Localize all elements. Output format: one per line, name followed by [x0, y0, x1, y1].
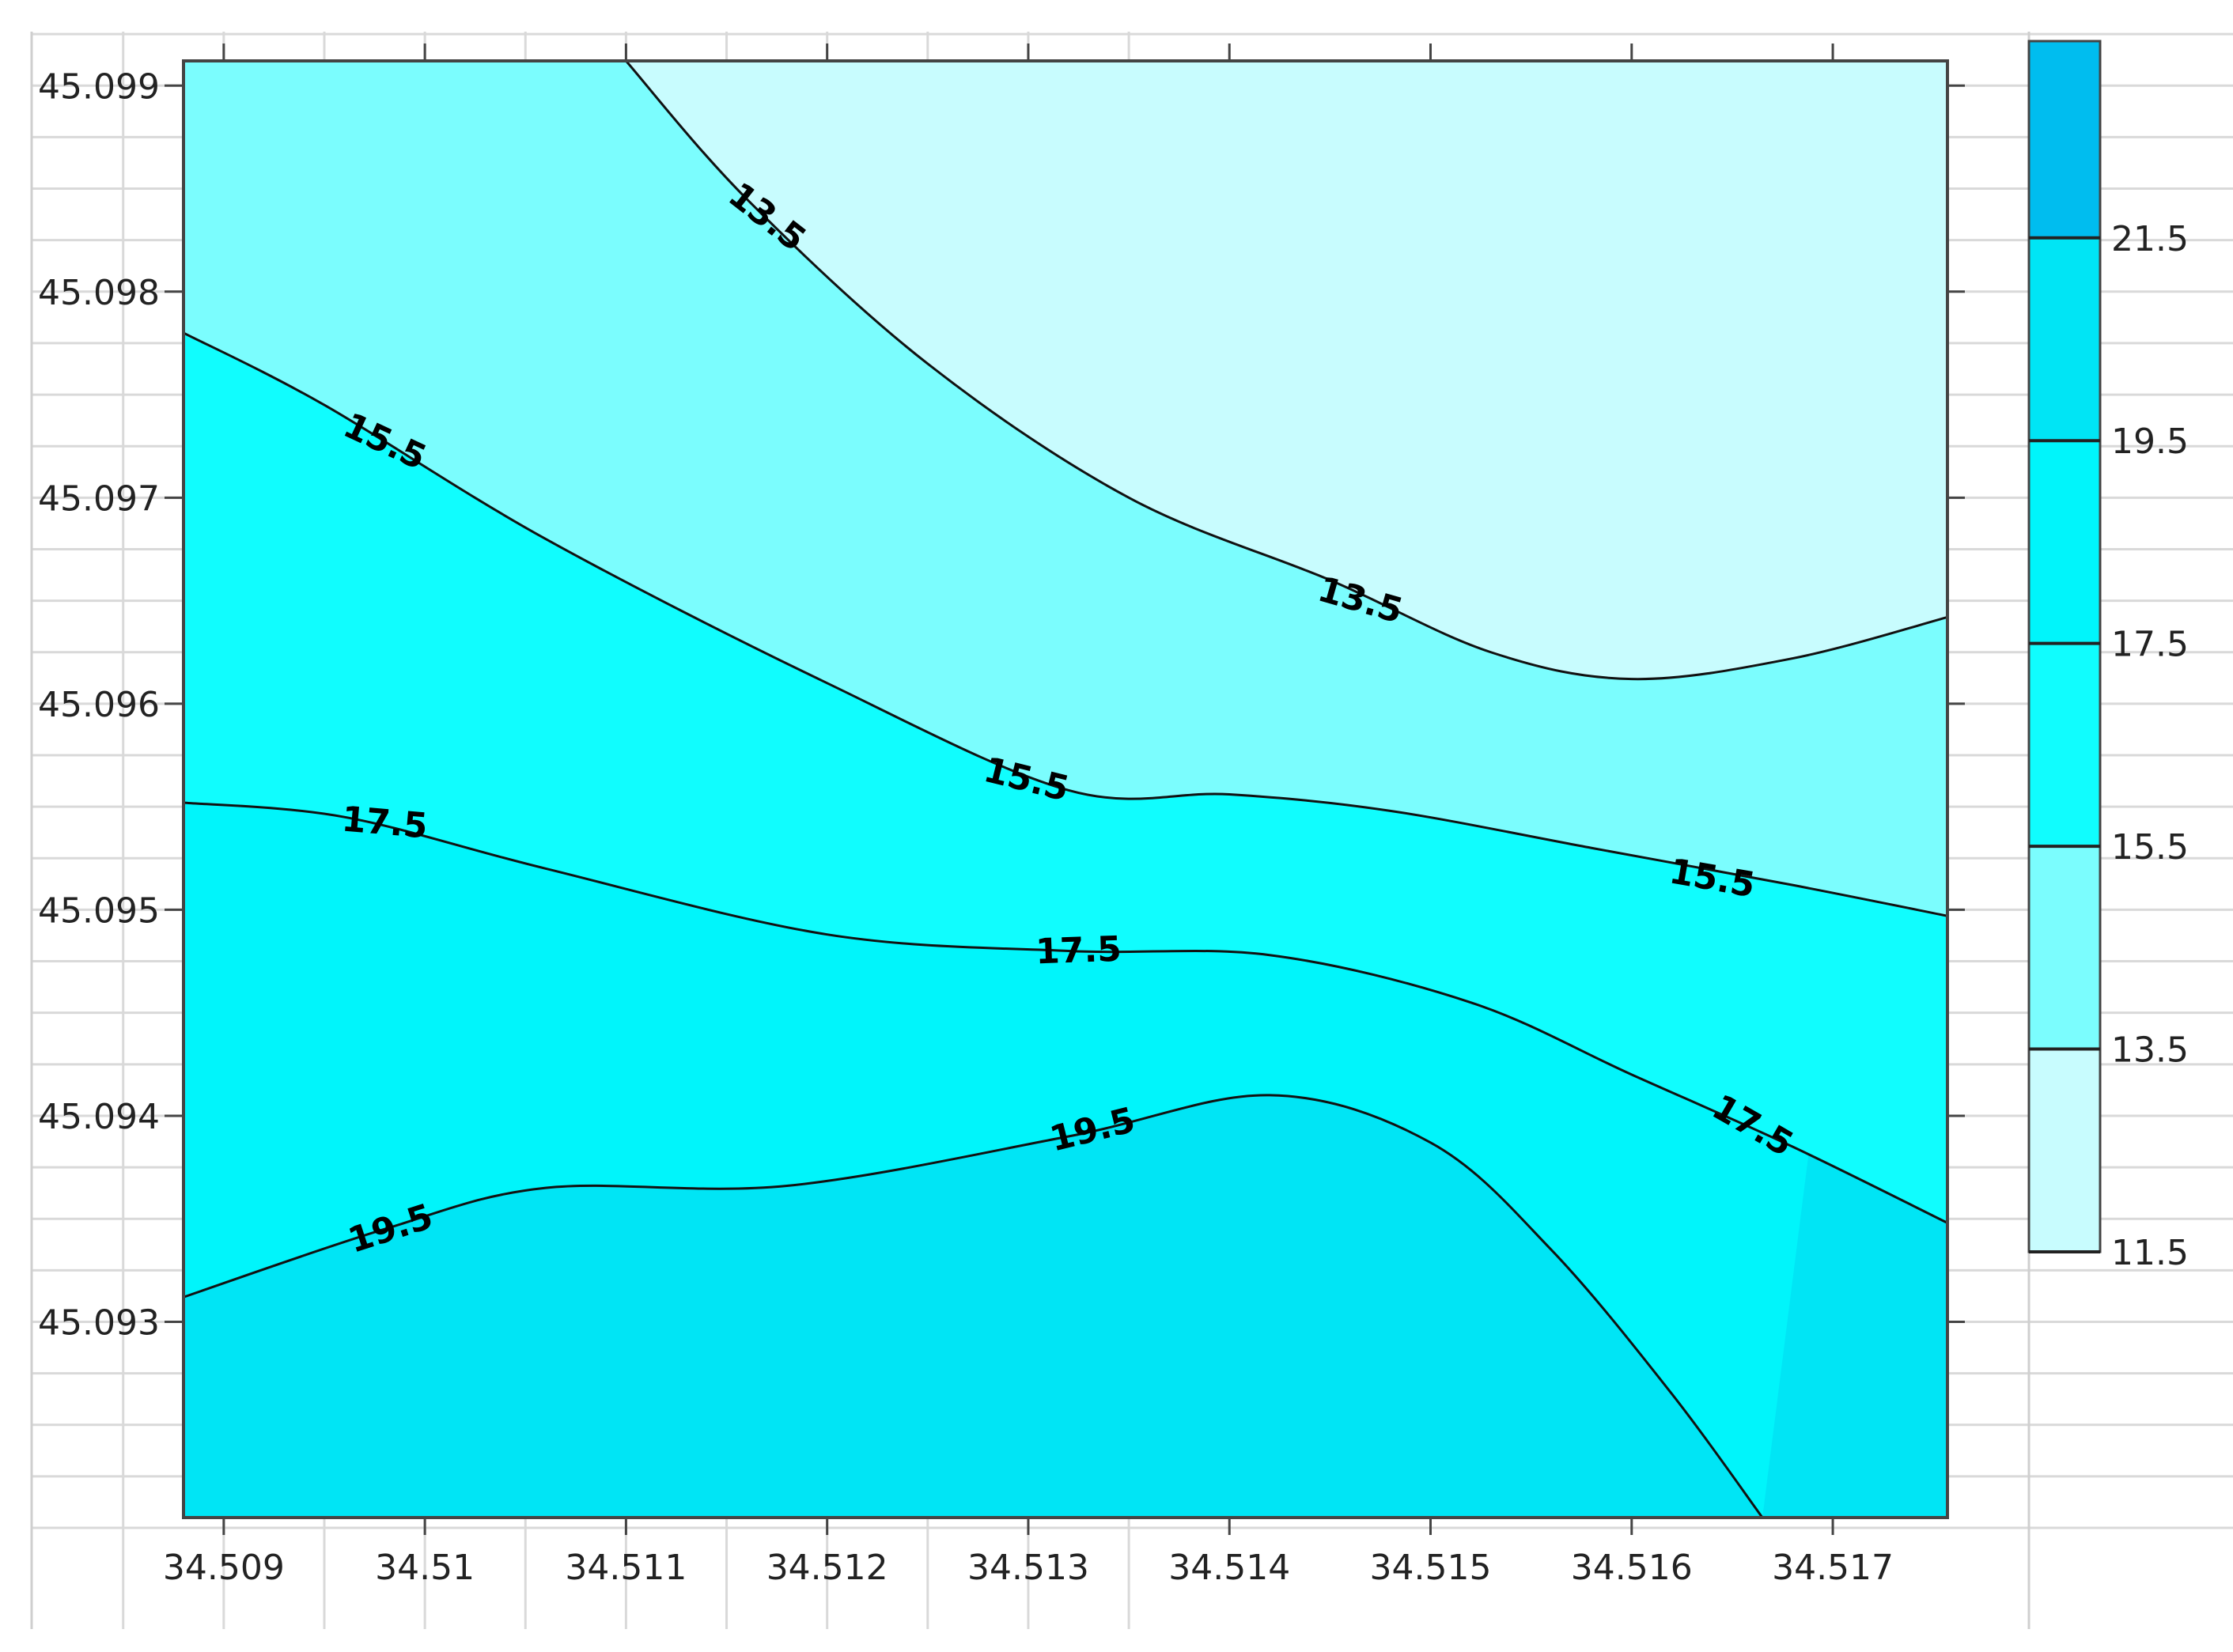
x-tick-label: 34.513 [967, 1548, 1089, 1588]
contour-label: 17.5 [1035, 929, 1122, 973]
y-tick-label: 45.099 [38, 66, 160, 107]
colorbar-tick-label: 11.5 [2111, 1233, 2189, 1273]
x-tick-label: 34.515 [1370, 1548, 1492, 1588]
x-tick-label: 34.512 [766, 1548, 888, 1588]
colorbar-band [2029, 846, 2100, 1049]
y-tick-label: 45.096 [38, 685, 160, 725]
y-tick-label: 45.094 [38, 1097, 160, 1137]
contour-label: 17.5 [340, 799, 430, 846]
colorbar-band [2029, 1049, 2100, 1252]
colorbar-tick-label: 17.5 [2111, 625, 2189, 665]
colorbar-band [2029, 238, 2100, 440]
x-tick-label: 34.51 [375, 1548, 475, 1588]
colorbar-tick-label: 21.5 [2111, 219, 2189, 259]
x-tick-label: 34.509 [163, 1548, 285, 1588]
y-tick-label: 45.095 [38, 890, 160, 931]
contour-label-group: 17.5 [1032, 928, 1126, 973]
colorbar-band [2029, 41, 2100, 238]
colorbar-band [2029, 644, 2100, 846]
y-tick-label: 45.093 [38, 1302, 160, 1343]
colorbar-tick-label: 15.5 [2111, 827, 2189, 868]
colorbar-tick-label: 13.5 [2111, 1030, 2189, 1071]
x-tick-label: 34.514 [1168, 1548, 1290, 1588]
x-tick-label: 34.511 [565, 1548, 687, 1588]
contour-label-group: 17.5 [337, 797, 432, 847]
colorbar-tick-label: 19.5 [2111, 422, 2189, 462]
y-tick-label: 45.097 [38, 478, 160, 519]
colorbar-band [2029, 440, 2100, 643]
y-tick-label: 45.098 [38, 273, 160, 313]
x-tick-label: 34.517 [1772, 1548, 1894, 1588]
x-tick-label: 34.516 [1571, 1548, 1693, 1588]
